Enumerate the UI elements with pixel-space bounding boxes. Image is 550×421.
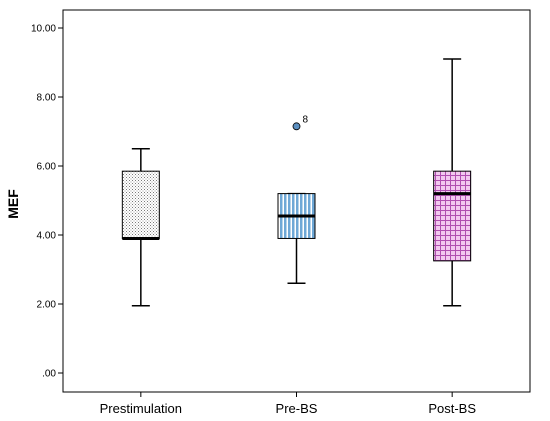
box-body [433,170,472,262]
y-tick-label: .00 [42,369,56,380]
y-tick-label: 4.00 [37,231,57,242]
box-group [121,148,160,307]
y-axis: .00 2.00 4.00 6.00 8.00 10.00 [31,24,63,380]
y-tick-label: 6.00 [37,162,57,173]
box-body [121,170,160,239]
y-tick-label: 2.00 [37,300,57,311]
box-group [433,58,472,307]
y-axis-title: MEF [5,189,21,219]
x-category-label: Pre-BS [276,401,318,416]
box-group: 8 [277,114,316,285]
x-axis: Prestimulation Pre-BS Post-BS [100,392,476,416]
outlier-point [292,122,301,131]
boxes: 8 [121,58,472,307]
outlier-label: 8 [303,114,309,125]
x-category-label: Post-BS [428,401,476,416]
y-tick-label: 10.00 [31,24,56,35]
y-tick-label: 8.00 [37,93,57,104]
x-category-label: Prestimulation [100,401,182,416]
